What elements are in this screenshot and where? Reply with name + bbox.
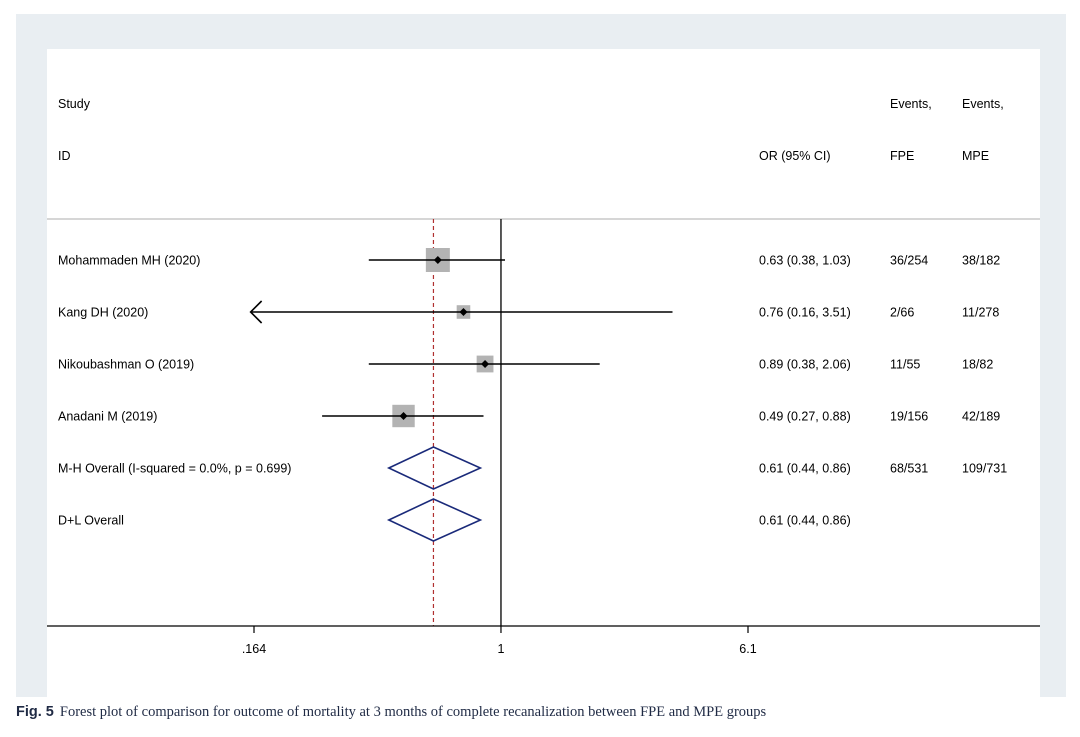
- study-events-mpe: 38/182: [962, 254, 1000, 268]
- study-events-fpe: 36/254: [890, 254, 928, 268]
- study-events-fpe: 19/156: [890, 410, 928, 424]
- caption-text: Forest plot of comparison for outcome of…: [59, 704, 767, 720]
- study-point-estimate: [481, 360, 490, 368]
- study-or-ci: 0.49 (0.27, 0.88): [759, 410, 851, 424]
- x-tick-label: 1: [497, 642, 504, 656]
- overall-diamond: [386, 446, 483, 490]
- overall-label: M-H Overall (I-squared = 0.0%, p = 0.699…: [58, 462, 291, 476]
- study-events-fpe: 11/55: [890, 358, 920, 372]
- header-events-mpe-1: Events,: [962, 97, 1004, 111]
- header-id: ID: [58, 149, 71, 163]
- study-label: Mohammaden MH (2020): [58, 254, 200, 268]
- header-events-fpe-1: Events,: [890, 97, 932, 111]
- study-or-ci: 0.89 (0.38, 2.06): [759, 358, 851, 372]
- x-tick-label: 6.1: [739, 642, 756, 656]
- study-point-estimate: [399, 412, 408, 420]
- study-label: Nikoubashman O (2019): [58, 358, 194, 372]
- study-label: Anadani M (2019): [58, 410, 157, 424]
- overall-events-fpe: 68/531: [890, 462, 928, 476]
- study-or-ci: 0.63 (0.38, 1.03): [759, 254, 851, 268]
- overall-or-ci: 0.61 (0.44, 0.86): [759, 462, 851, 476]
- study-label: Kang DH (2020): [58, 306, 148, 320]
- overall-diamond: [386, 498, 483, 542]
- x-tick-label: .164: [242, 642, 266, 656]
- plot-panel: [47, 49, 1040, 697]
- header-or-ci: OR (95% CI): [759, 149, 831, 163]
- study-events-mpe: 42/189: [962, 410, 1000, 424]
- study-events-mpe: 18/82: [962, 358, 993, 372]
- caption-label: Fig. 5: [16, 704, 54, 720]
- overall-or-ci: 0.61 (0.44, 0.86): [759, 514, 851, 528]
- study-point-estimate: [433, 256, 442, 264]
- header-study: Study: [58, 97, 91, 111]
- overall-events-mpe: 109/731: [962, 462, 1007, 476]
- study-events-mpe: 11/278: [962, 306, 999, 320]
- overall-label: D+L Overall: [58, 514, 124, 528]
- header-events-mpe-2: MPE: [962, 149, 989, 163]
- header-events-fpe-2: FPE: [890, 149, 914, 163]
- study-point-estimate: [459, 308, 468, 316]
- study-events-fpe: 2/66: [890, 306, 914, 320]
- study-or-ci: 0.76 (0.16, 3.51): [759, 306, 851, 320]
- ci-truncation-arrow: [249, 300, 263, 324]
- figure-caption: Fig. 5 Forest plot of comparison for outc…: [16, 704, 766, 721]
